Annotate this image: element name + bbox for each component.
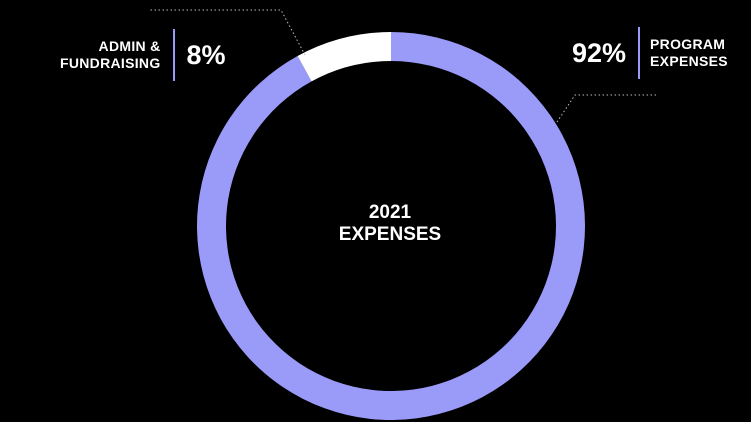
program-callout: 92% PROGRAM EXPENSES [572, 27, 728, 79]
program-accent-bar [638, 27, 641, 79]
program-leader-line [556, 94, 657, 123]
admin-percent: 8% [186, 40, 226, 70]
program-percent: 92% [572, 38, 627, 68]
admin-accent-bar [172, 29, 175, 81]
admin-leader-line [148, 9, 306, 56]
center-label: 2021 EXPENSES [338, 202, 442, 245]
admin-label: ADMIN & FUNDRAISING [60, 38, 161, 71]
admin-callout: ADMIN & FUNDRAISING 8% [60, 29, 226, 81]
program-label: PROGRAM EXPENSES [650, 36, 728, 69]
donut-slice-1 [297, 32, 391, 82]
